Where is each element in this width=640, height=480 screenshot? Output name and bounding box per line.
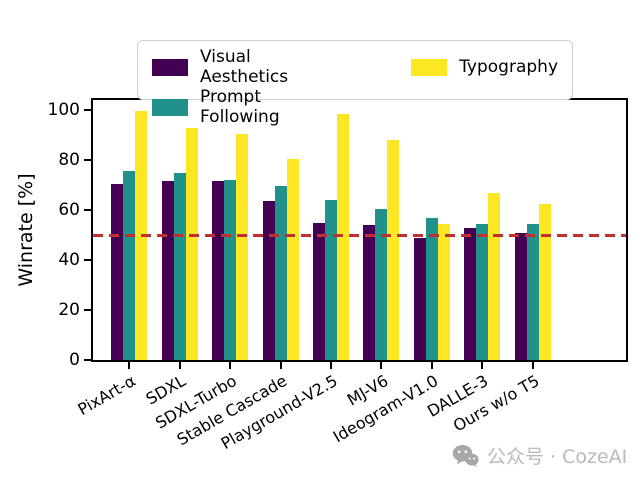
x-tick-mark xyxy=(178,362,181,369)
y-tick-mark xyxy=(84,159,91,161)
x-tick-mark xyxy=(481,362,484,369)
y-tick-mark xyxy=(84,259,91,261)
bar-visual-aesthetics-6 xyxy=(363,225,376,360)
legend: Visual Aesthetics Prompt Following Typog… xyxy=(137,40,573,127)
bar-visual-aesthetics-9 xyxy=(514,232,527,360)
bar-visual-aesthetics-7 xyxy=(413,237,426,360)
plot-spine-bottom xyxy=(91,360,628,362)
watermark-text: 公众号 · CozeAI xyxy=(487,446,628,468)
legend-label-typography: Typography xyxy=(459,57,558,77)
y-tick-mark xyxy=(84,209,91,211)
bar-typography-4 xyxy=(286,158,299,360)
bar-visual-aesthetics-2 xyxy=(161,181,174,360)
watermark: 公众号 · CozeAI xyxy=(452,442,627,469)
y-tick-label: 20 xyxy=(58,300,80,320)
bar-prompt-following-9 xyxy=(526,223,539,360)
bar-prompt-following-4 xyxy=(274,186,287,360)
y-tick-mark xyxy=(84,109,91,111)
x-tick-mark xyxy=(229,362,232,369)
bar-visual-aesthetics-8 xyxy=(464,227,477,360)
y-tick-label: 0 xyxy=(69,350,80,370)
y-tick-label: 100 xyxy=(47,100,80,120)
bar-prompt-following-8 xyxy=(476,223,489,360)
bar-prompt-following-3 xyxy=(224,180,237,360)
bar-typography-2 xyxy=(185,127,198,360)
legend-item-visual-aesthetics: Visual Aesthetics xyxy=(152,47,343,87)
bar-typography-3 xyxy=(236,133,249,360)
wechat-icon xyxy=(452,445,479,467)
bar-prompt-following-5 xyxy=(325,200,337,360)
x-tick-mark xyxy=(380,362,383,369)
legend-label-prompt-following: Prompt Following xyxy=(200,87,280,127)
y-tick-label: 60 xyxy=(58,200,80,220)
bar-visual-aesthetics-1 xyxy=(111,183,124,360)
legend-item-prompt-following: Prompt Following xyxy=(152,87,343,127)
bar-prompt-following-7 xyxy=(425,217,438,360)
reference-line-50 xyxy=(93,234,626,237)
y-tick-label: 40 xyxy=(58,250,80,270)
legend-label-visual-aesthetics: Visual Aesthetics xyxy=(200,47,289,87)
bar-visual-aesthetics-4 xyxy=(262,201,275,360)
bar-typography-8 xyxy=(488,192,501,360)
bar-typography-6 xyxy=(387,140,400,360)
y-tick-mark xyxy=(84,309,91,311)
y-tick-label: 80 xyxy=(58,150,80,170)
bar-visual-aesthetics-5 xyxy=(313,222,325,360)
y-tick-mark xyxy=(84,359,91,361)
legend-item-typography: Typography xyxy=(411,57,558,77)
x-tick-mark xyxy=(330,362,332,369)
bar-visual-aesthetics-3 xyxy=(212,181,225,360)
bar-typography-9 xyxy=(538,203,551,360)
bar-typography-7 xyxy=(437,223,450,360)
x-tick-mark xyxy=(128,362,131,369)
bar-prompt-following-2 xyxy=(173,172,186,360)
legend-swatch-prompt-following xyxy=(152,98,188,116)
legend-swatch-visual-aesthetics xyxy=(152,58,188,76)
x-tick-mark xyxy=(430,362,433,369)
plot-spine-right xyxy=(626,98,628,362)
bar-prompt-following-1 xyxy=(123,171,136,360)
x-tick-mark xyxy=(279,362,282,369)
bar-prompt-following-6 xyxy=(375,208,388,360)
x-tick-mark xyxy=(531,362,534,369)
legend-swatch-typography xyxy=(411,58,448,76)
plot-spine-left xyxy=(91,98,93,362)
x-axis-label-1: PixArt-α xyxy=(74,371,139,420)
